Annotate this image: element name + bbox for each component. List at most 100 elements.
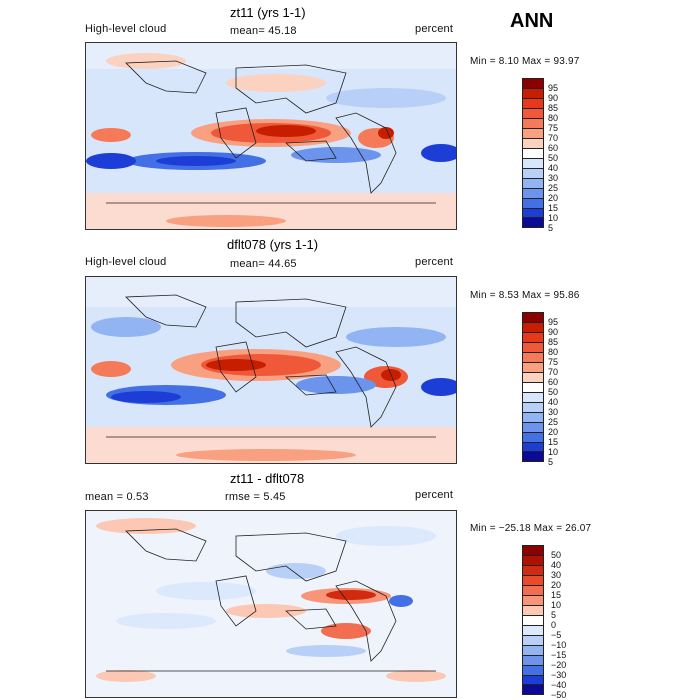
panel-1-cbar-swatch	[523, 209, 543, 218]
panel-3-tick: −5	[551, 630, 562, 640]
panel-2-cbar-swatch	[523, 313, 543, 323]
panel-2-tick: 5	[548, 457, 554, 467]
panel-1-map	[85, 42, 457, 230]
panel-2-minmax: Min = 8.53 Max = 95.86	[470, 290, 580, 301]
panel-1-field-label: High-level cloud	[85, 23, 167, 35]
panel-1-cbar-swatch	[523, 199, 543, 209]
panel-1-cbar-swatch	[523, 189, 543, 199]
panel-3-mean: mean = 0.53	[85, 491, 149, 503]
panel-2-cbar-swatch	[523, 423, 543, 433]
panel-1-tick: 15	[548, 203, 559, 213]
panel-1-cbar-swatch	[523, 129, 543, 139]
panel-2-units: percent	[415, 256, 454, 268]
panel-2-tick: 10	[548, 447, 559, 457]
panel-2-tick: 50	[548, 387, 559, 397]
panel-3-tick: 5	[551, 610, 557, 620]
panel-3-cbar-swatch	[523, 626, 543, 636]
panel-2-cbar-swatch	[523, 363, 543, 373]
panel-1-tick: 20	[548, 193, 559, 203]
panel-3-cbar-swatch	[523, 646, 543, 656]
panel-3-tick: −10	[551, 640, 567, 650]
panel-1-tick: 40	[548, 163, 559, 173]
panel-2-cbar-swatch	[523, 383, 543, 393]
panel-2-tick: 30	[548, 407, 559, 417]
panel-2-title: dflt078 (yrs 1-1)	[227, 237, 319, 252]
panel-3-minmax: Min = −25.18 Max = 26.07	[470, 523, 592, 534]
panel-1-tick: 90	[548, 93, 559, 103]
panel-3-cbar-swatch	[523, 676, 543, 685]
panel-2-cbar-swatch	[523, 393, 543, 403]
panel-1-cbar-swatch	[523, 179, 543, 189]
panel-1-minmax: Min = 8.10 Max = 93.97	[470, 56, 580, 67]
panel-1-cbar-swatch	[523, 149, 543, 159]
panel-3-cbar-swatch	[523, 556, 543, 566]
panel-1-units: percent	[415, 23, 454, 35]
panel-2-cbar-swatch	[523, 373, 543, 383]
panel-3-cbar-swatch	[523, 586, 543, 596]
panel-2-tick: 70	[548, 367, 559, 377]
panel-2-field-label: High-level cloud	[85, 256, 167, 268]
panel-3-cbar-swatch	[523, 636, 543, 646]
panel-2-tick: 40	[548, 397, 559, 407]
panel-3-tick: 0	[551, 620, 557, 630]
panel-3-cbar-swatch	[523, 606, 543, 616]
panel-1-cbar-swatch	[523, 99, 543, 109]
panel-3-tick: 15	[551, 590, 562, 600]
panel-3-tick: 40	[551, 560, 562, 570]
panel-1-tick: 70	[548, 133, 559, 143]
panel-1-cbar-swatch	[523, 89, 543, 99]
panel-3-tick: 50	[551, 550, 562, 560]
panel-2-cbar-swatch	[523, 343, 543, 353]
panel-2-tick: 20	[548, 427, 559, 437]
panel-2-mean: mean= 44.65	[230, 258, 297, 270]
panel-1-tick: 5	[548, 223, 554, 233]
panel-3-map	[85, 510, 457, 698]
panel-1-cbar-swatch	[523, 79, 543, 89]
panel-1-tick: 60	[548, 143, 559, 153]
panel-3-tick: 30	[551, 570, 562, 580]
panel-1-tick: 30	[548, 173, 559, 183]
panel-3-tick: −30	[551, 670, 567, 680]
panel-2-cbar-swatch	[523, 413, 543, 423]
panel-2-cbar-swatch	[523, 353, 543, 363]
panel-2-tick: 95	[548, 317, 559, 327]
panel-3-cbar-swatch	[523, 616, 543, 626]
panel-1-tick: 95	[548, 83, 559, 93]
panel-3-cbar-swatch	[523, 656, 543, 666]
panel-2-cbar-swatch	[523, 323, 543, 333]
panel-2-tick: 60	[548, 377, 559, 387]
panel-3-tick: −15	[551, 650, 567, 660]
panel-2-cbar-swatch	[523, 443, 543, 452]
panel-1-cbar-swatch	[523, 159, 543, 169]
panel-3-cbar-swatch	[523, 566, 543, 576]
panel-3-tick: −20	[551, 660, 567, 670]
panel-1-colorbar	[522, 78, 544, 228]
panel-1-cbar-swatch	[523, 169, 543, 179]
panel-2-cbar-swatch	[523, 333, 543, 343]
panel-2-tick: 85	[548, 337, 559, 347]
panel-3-tick: 20	[551, 580, 562, 590]
panel-1-cbar-swatch	[523, 218, 543, 227]
panel-3-cbar-swatch	[523, 596, 543, 606]
panel-3-cbar-swatch	[523, 685, 543, 694]
panel-1-mean: mean= 45.18	[230, 25, 297, 37]
panel-1-tick: 50	[548, 153, 559, 163]
panel-3-cbar-swatch	[523, 546, 543, 556]
panel-2-cbar-swatch	[523, 452, 543, 461]
panel-2-tick: 15	[548, 437, 559, 447]
panel-2-map	[85, 276, 457, 464]
panel-3-tick: 10	[551, 600, 562, 610]
season-label: ANN	[510, 10, 554, 32]
panel-1-tick: 25	[548, 183, 559, 193]
panel-1-tick: 75	[548, 123, 559, 133]
panel-3-colorbar	[522, 545, 544, 695]
panel-1-tick: 10	[548, 213, 559, 223]
panel-3-rmse: rmse = 5.45	[225, 491, 286, 503]
panel-1-title: zt11 (yrs 1-1)	[230, 5, 306, 20]
panel-2-cbar-swatch	[523, 403, 543, 413]
panel-2-tick: 75	[548, 357, 559, 367]
panel-1-tick: 85	[548, 103, 559, 113]
panel-3-tick: −40	[551, 680, 567, 690]
panel-3-units: percent	[415, 489, 454, 501]
panel-2-tick: 25	[548, 417, 559, 427]
